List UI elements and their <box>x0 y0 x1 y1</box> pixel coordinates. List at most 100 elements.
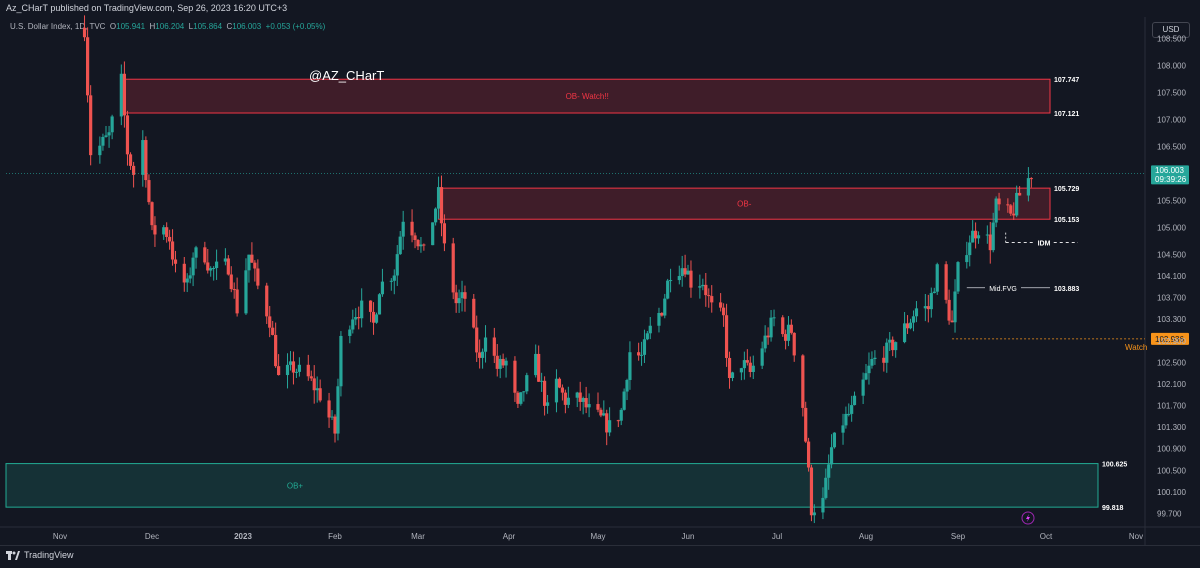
symbol-name: U.S. Dollar Index, 1D, TVC <box>10 22 106 31</box>
candlestick-series <box>82 15 1033 524</box>
candle-body <box>82 27 87 38</box>
close-label: C <box>226 22 233 31</box>
candle-body <box>660 312 664 316</box>
candle-body <box>122 73 126 116</box>
candle-body <box>543 380 547 406</box>
candle-body <box>730 372 735 379</box>
tradingview-brand[interactable]: TradingView <box>6 550 74 560</box>
candle-body <box>605 413 609 433</box>
y-tick-label: 100.100 <box>1157 488 1186 497</box>
candle-body <box>742 360 746 369</box>
y-tick-label: 104.100 <box>1157 272 1186 281</box>
candle-body <box>327 400 331 418</box>
x-tick-label: Sep <box>951 532 966 541</box>
candle-body <box>206 262 210 271</box>
candle-body <box>194 247 198 258</box>
candle-body <box>173 259 178 264</box>
candle-body <box>498 358 502 369</box>
candle-body <box>689 270 693 288</box>
candle-body <box>436 187 441 209</box>
x-tick-label: May <box>590 532 605 541</box>
candle-body <box>864 373 868 380</box>
candle-body <box>1006 204 1010 206</box>
idm-label-bg <box>1035 237 1053 248</box>
zone-top-value: 105.729 <box>1054 186 1079 193</box>
candle-body <box>294 371 299 373</box>
candle-body <box>442 223 447 244</box>
y-tick-label: 101.300 <box>1157 423 1186 432</box>
candle-body <box>1029 178 1033 180</box>
candle-body <box>677 276 681 281</box>
candle-body <box>229 274 233 290</box>
candle-body <box>534 353 538 376</box>
candle-body <box>318 388 322 401</box>
candle-body <box>902 323 907 343</box>
candle-body <box>867 365 871 374</box>
candle-body <box>557 378 562 388</box>
candle-body <box>701 284 705 287</box>
candle-body <box>439 187 444 224</box>
candle-body <box>457 298 461 304</box>
price-chart[interactable]: OB- Watch!! 107.747 107.121 OB- 105.729 105.1… <box>0 0 1200 545</box>
candle-body <box>348 329 352 336</box>
candle-body <box>374 314 379 323</box>
candle-body <box>389 280 393 282</box>
candle-body <box>965 255 969 263</box>
watch-price-value: 102.936 <box>1155 335 1184 344</box>
candle-body <box>932 291 936 294</box>
zone-top-value: 107.747 <box>1054 77 1079 84</box>
candle-body <box>191 257 195 276</box>
zone-bottom-value: 99.818 <box>1102 505 1124 512</box>
candle-body <box>841 425 845 433</box>
candle-body <box>413 235 417 241</box>
mid-fvg-label-bg <box>985 282 1021 293</box>
candle-body <box>545 402 550 406</box>
candle-body <box>478 352 482 358</box>
footer-divider <box>0 545 1200 546</box>
candle-body <box>203 247 207 263</box>
countdown-value: 09:39:26 <box>1155 175 1187 184</box>
candle-body <box>994 198 998 223</box>
candle-body <box>832 432 837 448</box>
candle-body <box>398 236 402 255</box>
candle-body <box>357 317 361 319</box>
candle-body <box>908 322 913 329</box>
candle-body <box>419 244 423 247</box>
tradingview-logo-icon <box>6 550 20 560</box>
candle-body <box>150 202 154 226</box>
last-price-value: 106.003 <box>1155 166 1184 175</box>
candle-body <box>935 264 939 292</box>
bullish-order-block <box>5 463 1099 508</box>
currency-button[interactable]: USD <box>1152 22 1190 38</box>
candle-body <box>268 316 272 328</box>
y-tick-label: 105.000 <box>1157 223 1186 232</box>
candle-body <box>976 235 981 239</box>
candle-body <box>351 319 355 330</box>
watch-label: Watch <box>1125 343 1147 352</box>
order-block-zones: OB- Watch!! 107.747 107.121 OB- 105.729 105.1… <box>5 77 1127 512</box>
candle-body <box>827 464 831 478</box>
candle-body <box>739 368 743 373</box>
candle-body <box>1018 192 1022 196</box>
candle-body <box>616 420 620 422</box>
x-tick-label: Nov <box>53 532 67 541</box>
candle-body <box>232 289 236 291</box>
price-axis: 108.500 108.000 107.500 107.000 106.500 106.0… <box>1157 35 1186 519</box>
candle-body <box>460 292 464 299</box>
candle-body <box>829 447 834 465</box>
candle-body <box>707 295 711 297</box>
symbol-legend: U.S. Dollar Index, 1D, TVC O105.941 H106… <box>10 22 325 31</box>
candle-body <box>929 293 933 310</box>
candle-body <box>434 208 438 223</box>
candle-body <box>162 227 166 235</box>
candle-body <box>722 307 726 316</box>
x-tick-label: Aug <box>859 532 873 541</box>
candle-body <box>1012 213 1016 216</box>
candle-body <box>265 285 269 317</box>
candle-body <box>101 136 105 146</box>
candle-body <box>209 268 213 271</box>
candle-body <box>451 243 455 293</box>
candle-body <box>804 407 808 442</box>
candle-body <box>587 404 591 408</box>
